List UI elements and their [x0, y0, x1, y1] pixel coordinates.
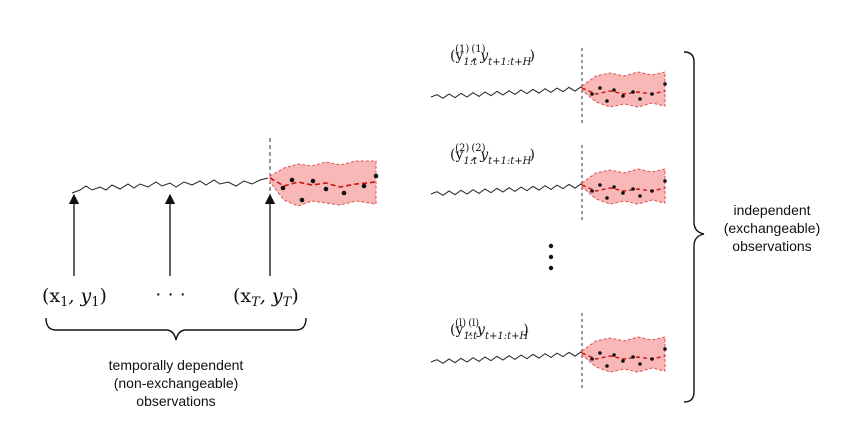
left-observed-point: [341, 190, 347, 196]
mini-observed-point: [590, 189, 594, 193]
mini-observed-point: [612, 185, 616, 189]
mini-forecast-band: [581, 71, 666, 108]
label-last-observation: (xT, yT): [233, 285, 299, 310]
mini-forecast-band: [581, 336, 666, 373]
mini-observed-point: [590, 357, 594, 361]
mini-history-line: [430, 86, 583, 99]
label-ellipsis: · · ·: [155, 283, 186, 305]
vdot: [548, 243, 554, 249]
mini-observed-point: [638, 97, 642, 101]
series-label: (y1:t(l), yt+1:t+H(l)): [450, 318, 529, 342]
left-observed-point: [280, 185, 286, 191]
mini-observed-point: [612, 353, 616, 357]
mini-observed-point: [605, 364, 609, 368]
mini-observed-point: [612, 88, 616, 92]
mini-series-plot-3: [430, 313, 667, 389]
mini-observed-point: [663, 179, 667, 183]
mini-series-plot-2: [430, 145, 667, 221]
mini-observed-point: [631, 90, 635, 94]
right-series-1: (y1:t(1), yt+1:t+H(1)): [450, 44, 535, 68]
mini-observed-point: [605, 196, 609, 200]
right-brace: [683, 51, 705, 403]
vdot: [548, 254, 554, 260]
mini-history-line: [430, 351, 583, 364]
mini-observed-point: [598, 183, 602, 187]
mini-observed-point: [598, 351, 602, 355]
left-observed-point: [361, 183, 367, 189]
mini-observed-point: [621, 94, 625, 98]
right-series-3: (y1:t(l), yt+1:t+H(l)): [450, 318, 529, 342]
left-observed-point: [373, 173, 379, 179]
left-series: [71, 138, 379, 226]
mini-observed-point: [663, 347, 667, 351]
left-brace: [45, 317, 307, 341]
right-caption-line-1: independent: [733, 202, 810, 218]
mini-observed-point: [631, 187, 635, 191]
mini-observed-point: [621, 359, 625, 363]
left-observed-point: [323, 186, 329, 192]
left-observed-point: [289, 177, 295, 183]
mini-observed-point: [650, 189, 654, 193]
mini-forecast-band: [581, 168, 666, 205]
mini-observed-point: [605, 99, 609, 103]
left-caption-line-2: (non-exchangeable): [114, 375, 239, 391]
mini-observed-point: [650, 92, 654, 96]
label-first-observation: (x1, y1): [42, 285, 107, 310]
mini-observed-point: [621, 191, 625, 195]
right-caption-line-2: (exchangeable): [724, 220, 821, 236]
vdot: [548, 265, 554, 271]
left-history-line: [71, 177, 269, 194]
left-caption-line-1: temporally dependent: [109, 357, 244, 373]
left-observed-point: [299, 197, 305, 203]
left-observed-point: [310, 178, 316, 184]
left-caption-line-3: observations: [136, 393, 215, 409]
mini-series-plot-1: [430, 48, 667, 124]
series-label: (y1:t(2), yt+1:t+H(2)): [450, 143, 535, 167]
mini-observed-point: [663, 82, 667, 86]
right-caption-line-3: observations: [732, 238, 811, 254]
mini-observed-point: [638, 194, 642, 198]
mini-history-line: [430, 183, 583, 196]
mini-observed-point: [638, 362, 642, 366]
series-label: (y1:t(1), yt+1:t+H(1)): [450, 44, 535, 68]
mini-observed-point: [590, 92, 594, 96]
right-series-2: (y1:t(2), yt+1:t+H(2)): [450, 143, 535, 167]
mini-observed-point: [598, 86, 602, 90]
left-forecast-median: [269, 177, 377, 188]
mini-observed-point: [631, 355, 635, 359]
mini-observed-point: [650, 357, 654, 361]
